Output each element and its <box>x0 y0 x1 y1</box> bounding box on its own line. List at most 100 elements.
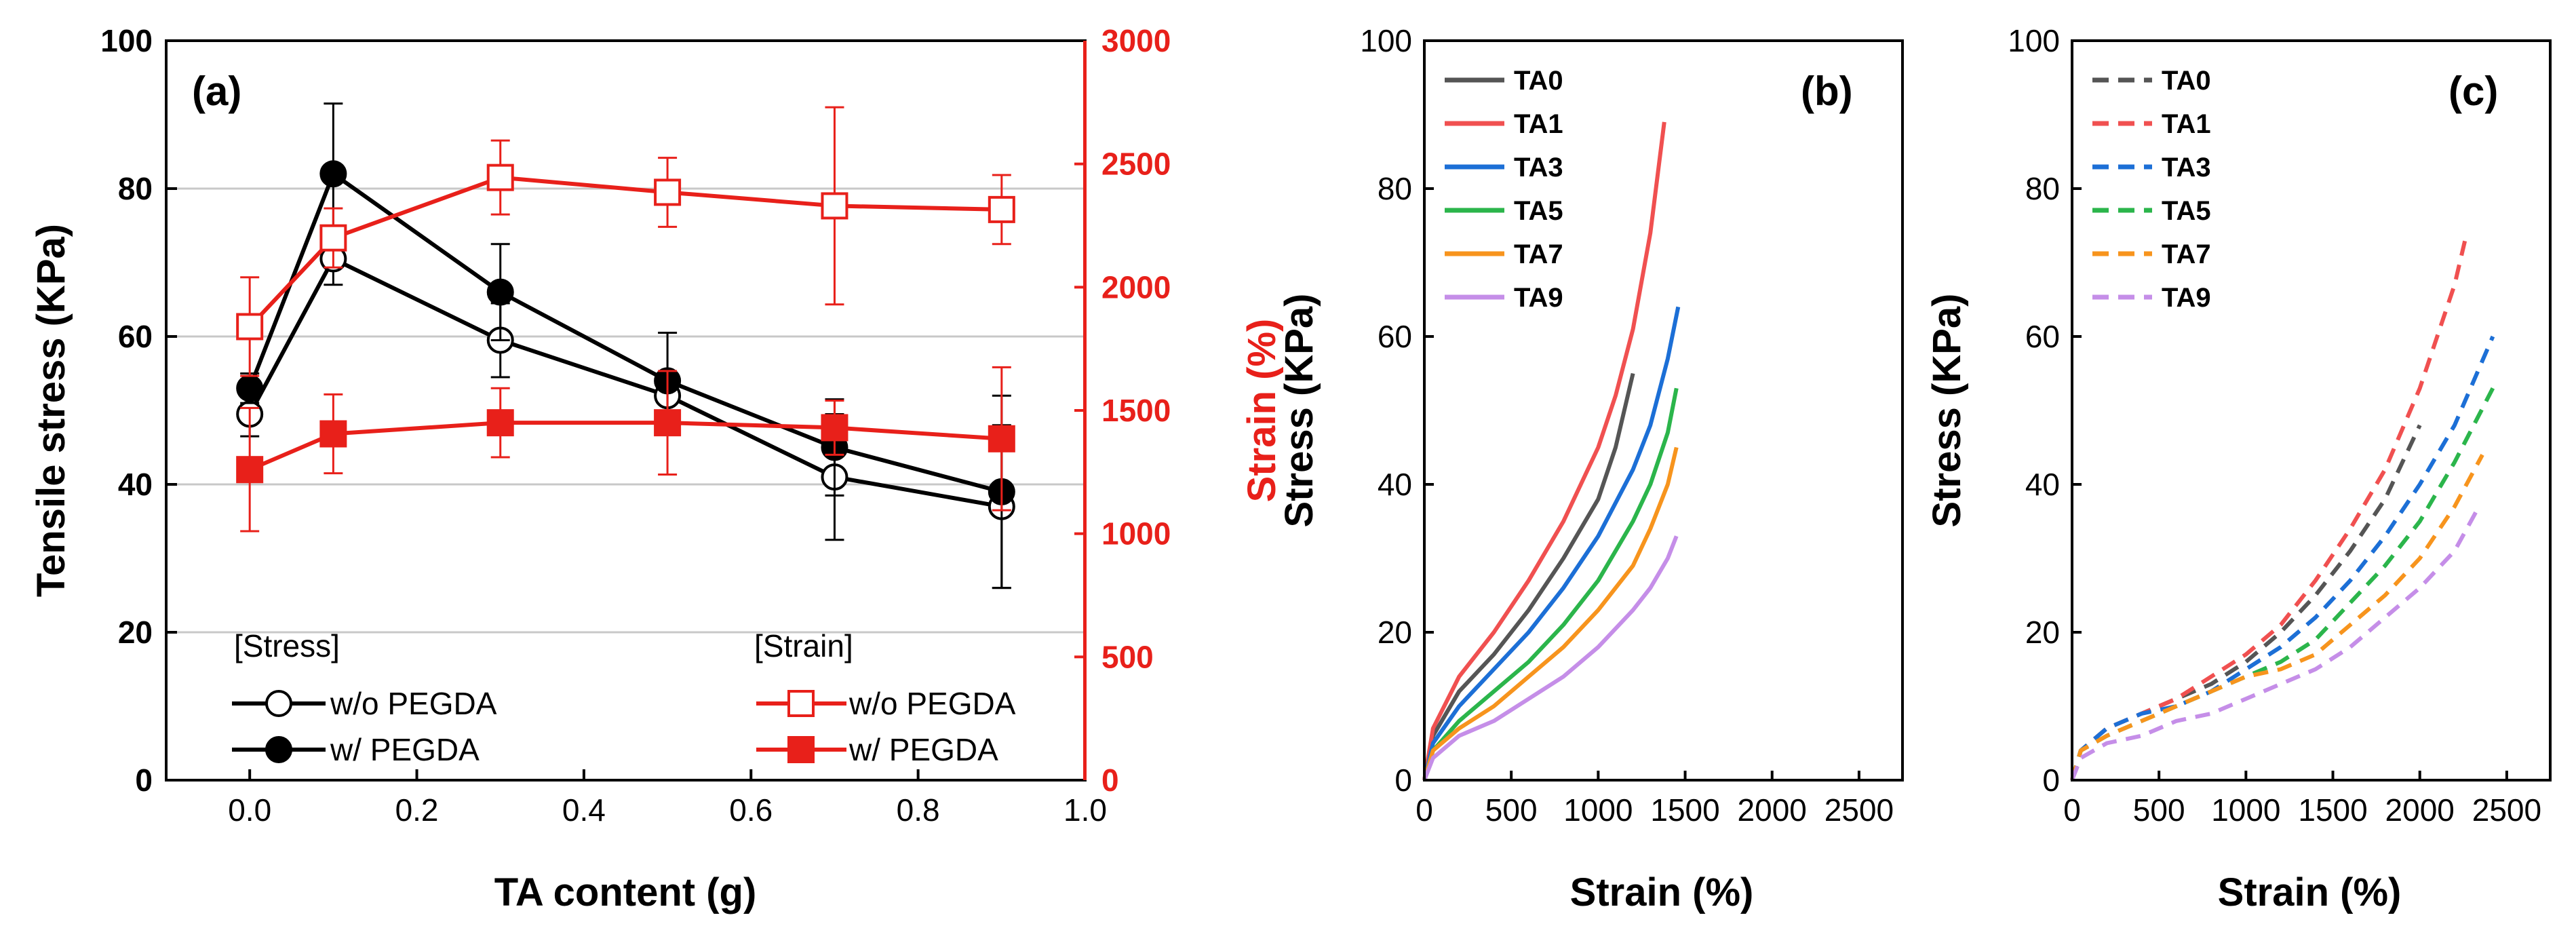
panel-label-a: (a) <box>192 69 241 114</box>
data-point <box>319 160 347 188</box>
data-point <box>654 409 682 437</box>
legend-label: TA7 <box>2162 239 2211 269</box>
y-tick-label: 80 <box>1378 171 1412 206</box>
data-point <box>236 456 264 484</box>
x-tick-label: 0.4 <box>562 792 606 828</box>
y-tick-label: 0 <box>2042 763 2060 798</box>
y-tick-label: 40 <box>2025 467 2060 502</box>
y-tick-label: 40 <box>1378 467 1412 502</box>
legend-stress: [Stress] w/o PEGDA w/ PEGDA <box>232 628 497 767</box>
y-tick-label: 0 <box>135 763 153 798</box>
x-tick-label: 1500 <box>2298 792 2367 828</box>
panel-c-frame <box>2071 39 2552 782</box>
data-point <box>821 192 848 220</box>
y-tick-label: 100 <box>100 23 153 58</box>
y-tick-label: 100 <box>2008 23 2060 58</box>
series-line <box>248 170 1002 494</box>
curve-ta7 <box>1422 446 1679 781</box>
data-point <box>988 195 1015 223</box>
legend-label: TA1 <box>1514 109 1563 139</box>
panel-label-b: (b) <box>1801 69 1853 114</box>
curve-ta3 <box>2070 335 2495 781</box>
x-tick-label: 0.8 <box>897 792 940 828</box>
x-tick-label: 2500 <box>2472 792 2541 828</box>
y2-tick-label: 1500 <box>1101 393 1171 428</box>
legend-open-square-marker <box>787 690 815 717</box>
legend-strain-wo-label: w/o PEGDA <box>848 686 1016 721</box>
x-tick-label: 500 <box>1485 792 1538 828</box>
right-axis-line <box>1083 41 1087 780</box>
legend-label: TA3 <box>2162 153 2211 182</box>
x-tick-label: 2000 <box>1738 792 1807 828</box>
legend-label: TA9 <box>2162 283 2211 313</box>
curve-ta5 <box>2070 387 2495 781</box>
y-tick-label: 80 <box>2025 171 2060 206</box>
x-tick-label: 1000 <box>1563 792 1633 828</box>
legend-open-circle-marker <box>265 690 292 717</box>
legend-label: TA5 <box>1514 196 1563 226</box>
y-tick-label: 60 <box>118 319 153 354</box>
data-point <box>486 278 514 306</box>
y-tick-label: 60 <box>1378 319 1412 354</box>
y2-tick-label: 1000 <box>1101 516 1171 552</box>
x-tick-label: 1000 <box>2211 792 2280 828</box>
legend-filled-circle-marker <box>265 736 292 763</box>
legend-label: TA0 <box>1514 66 1563 96</box>
curve-ta1 <box>1422 121 1666 781</box>
x-tick-label: 0 <box>2063 792 2081 828</box>
y-tick-label: 100 <box>1360 23 1412 58</box>
y2-tick-label: 0 <box>1101 763 1119 798</box>
x-axis-title-a: TA content (g) <box>494 870 757 914</box>
curve-ta0 <box>1422 372 1635 781</box>
legend-b: TA0 TA1 TA3 TA5 TA7 TA9 <box>1445 66 1563 313</box>
y-axis-title-b: Stress (KPa) <box>1277 294 1321 528</box>
panel-b: 0 500 1000 1500 2000 2500 0 20 40 60 80 100 (b) Str… <box>1277 23 1904 914</box>
curve-ta7 <box>2070 453 2484 781</box>
y-tick-label: 60 <box>2025 319 2060 354</box>
panel-c: 0 500 1000 1500 2000 2500 0 20 40 60 80 100 (c) Str… <box>1925 23 2552 914</box>
x-axis-title-c: Strain (%) <box>2218 870 2402 914</box>
legend-strain: [Strain] w/o PEGDA w/ PEGDA <box>754 628 1016 767</box>
legend-strain-title: [Strain] <box>754 628 853 663</box>
legend-label: TA0 <box>2162 66 2211 96</box>
curve-ta9 <box>2070 505 2481 782</box>
x-tick-label: 1.0 <box>1063 792 1107 828</box>
y-axis-title-c: Stress (KPa) <box>1925 294 1969 528</box>
x-tick-label: 2000 <box>2385 792 2455 828</box>
legend-label: TA5 <box>2162 196 2211 226</box>
legend-strain-w-label: w/ PEGDA <box>848 732 998 767</box>
y-tick-label: 80 <box>118 171 153 206</box>
data-point <box>319 420 347 448</box>
y-axis-title-a: Tensile stress (KPa) <box>29 224 73 597</box>
data-point <box>236 313 264 341</box>
data-point <box>319 224 347 252</box>
curve-ta1 <box>2070 239 2467 781</box>
y2-tick-label: 3000 <box>1101 23 1171 58</box>
legend-label: TA7 <box>1514 239 1563 269</box>
y2-tick-label: 500 <box>1101 639 1154 674</box>
legend-filled-square-marker <box>787 736 815 763</box>
data-point <box>486 163 514 191</box>
data-point <box>821 414 848 442</box>
legend-stress-wo-label: w/o PEGDA <box>330 686 497 721</box>
x-tick-label: 0.6 <box>729 792 773 828</box>
y-tick-label: 40 <box>118 467 153 502</box>
series-line <box>248 175 1002 328</box>
legend-label: TA1 <box>2162 109 2211 139</box>
data-point <box>988 425 1015 452</box>
curve-ta5 <box>1422 387 1679 781</box>
x-tick-label: 2500 <box>1824 792 1894 828</box>
panel-a-frame <box>165 39 1087 782</box>
y-tick-label: 20 <box>2025 615 2060 650</box>
legend-label: TA3 <box>1514 153 1563 182</box>
x-tick-label: 500 <box>2133 792 2185 828</box>
panel-a: 0.0 0.2 0.4 0.6 0.8 1.00204060801000500100015… <box>29 23 1284 914</box>
legend-stress-w-label: w/ PEGDA <box>330 732 480 767</box>
x-tick-label: 0.0 <box>228 792 271 828</box>
x-tick-label: 0 <box>1416 792 1433 828</box>
legend-label: TA9 <box>1514 283 1563 313</box>
y2-tick-label: 2500 <box>1101 147 1171 182</box>
series-line <box>248 256 1002 509</box>
legend-c: TA0 TA1 TA3 TA5 TA7 TA9 <box>2092 66 2211 313</box>
